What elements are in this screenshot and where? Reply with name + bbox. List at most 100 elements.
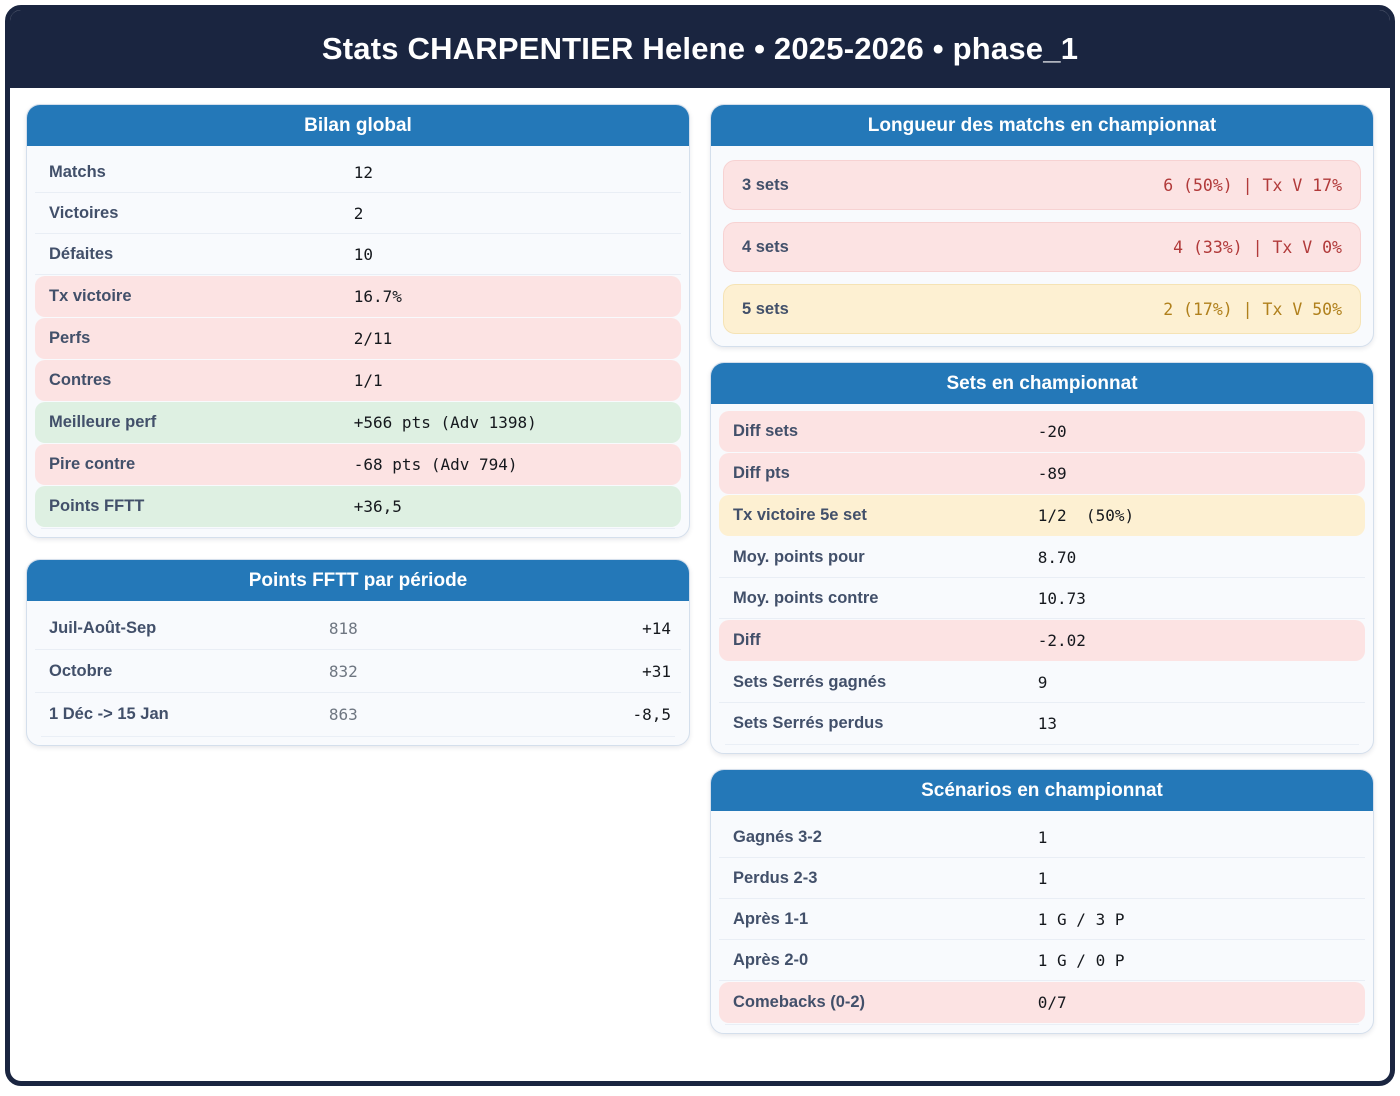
stat-row-moy-points-pour: Moy. points pour 8.70 — [719, 537, 1365, 578]
stat-value: 13 — [1037, 714, 1058, 733]
stat-label: Comebacks (0-2) — [733, 993, 866, 1011]
periode-row-octobre: Octobre 832 +31 — [35, 650, 681, 693]
card-header-periode: Points FFTT par période — [27, 560, 689, 601]
match-length-row-4sets: 4 sets 4 (33%) | Tx V 0% — [723, 222, 1361, 272]
stat-row-diff: Diff -2.02 — [719, 620, 1365, 661]
stat-value: -2.02 — [1037, 631, 1086, 650]
stat-value: 1/2 (50%) — [1037, 506, 1135, 525]
stat-value: 10.73 — [1037, 588, 1086, 608]
match-length-row-5sets: 5 sets 2 (17%) | Tx V 50% — [723, 284, 1361, 334]
stat-row-perfs: Perfs 2/11 — [35, 318, 681, 359]
periode-delta: +14 — [642, 618, 671, 638]
card-points-periode: Points FFTT par période Juil-Août-Sep 81… — [26, 559, 690, 746]
stat-value: 1/1 — [353, 371, 383, 390]
card-title-sets: Sets en championnat — [946, 372, 1138, 394]
periode-points: 832 — [328, 661, 358, 681]
card-header-sets: Sets en championnat — [711, 363, 1373, 404]
periode-label: Juil-Août-Sep — [49, 618, 157, 637]
stat-label: Matchs — [49, 162, 106, 181]
stat-row-sets-serres-gagnes: Sets Serrés gagnés 9 — [719, 662, 1365, 703]
stat-row-sets-serres-perdus: Sets Serrés perdus 13 — [719, 703, 1365, 744]
periode-points: 863 — [328, 705, 358, 724]
match-length-label: 4 sets — [742, 237, 789, 256]
card-title-bilan: Bilan global — [304, 114, 412, 136]
stat-label: Meilleure perf — [49, 413, 157, 431]
stat-value: 10 — [353, 244, 374, 264]
periode-row-juil-aout-sep: Juil-Août-Sep 818 +14 — [35, 607, 681, 650]
card-header-longueur: Longueur des matchs en championnat — [711, 105, 1373, 146]
stat-label: Sets Serrés gagnés — [733, 672, 887, 691]
stat-value: 1 — [1037, 827, 1048, 847]
stat-value: 1 G / 0 P — [1037, 950, 1125, 970]
stat-label: Perdus 2-3 — [733, 868, 818, 887]
stat-row-pire-contre: Pire contre -68 pts (Adv 794) — [35, 444, 681, 485]
right-column: Longueur des matchs en championnat 3 set… — [710, 104, 1374, 1049]
periode-delta: -8,5 — [632, 705, 671, 724]
periode-label: Octobre — [49, 661, 113, 680]
stat-row-contres: Contres 1/1 — [35, 360, 681, 401]
card-header-bilan: Bilan global — [27, 105, 689, 146]
periode-delta: +31 — [642, 661, 671, 681]
stat-label: Perfs — [49, 329, 91, 347]
stat-label: Points FFTT — [49, 497, 145, 515]
stat-label: Pire contre — [49, 455, 136, 473]
stat-label: Gagnés 3-2 — [733, 827, 822, 846]
stat-row-matchs: Matchs 12 — [35, 152, 681, 193]
stat-value: +566 pts (Adv 1398) — [353, 413, 537, 432]
match-length-label: 3 sets — [742, 175, 789, 194]
match-length-value: 2 (17%) | Tx V 50% — [1163, 299, 1342, 319]
periode-row-dec-jan: 1 Déc -> 15 Jan 863 -8,5 — [35, 693, 681, 736]
card-header-scenarios: Scénarios en championnat — [711, 770, 1373, 811]
stat-value: 1 G / 3 P — [1037, 909, 1125, 929]
stat-label: Sets Serrés perdus — [733, 714, 884, 732]
page-title: Stats CHARPENTIER Helene • 2025-2026 • p… — [321, 31, 1079, 66]
stat-label: Moy. points pour — [733, 547, 865, 566]
stat-row-diff-pts: Diff pts -89 — [719, 453, 1365, 494]
left-column: Bilan global Matchs 12 Victoires 2 Défai… — [26, 104, 690, 1049]
page-frame: Stats CHARPENTIER Helene • 2025-2026 • p… — [5, 5, 1395, 1086]
card-title-scenarios: Scénarios en championnat — [921, 779, 1163, 801]
stat-value: +36,5 — [353, 497, 402, 516]
stat-label: Tx victoire 5e set — [733, 506, 867, 524]
match-length-row-3sets: 3 sets 6 (50%) | Tx V 17% — [723, 160, 1361, 210]
stat-value: -89 — [1037, 464, 1067, 483]
stat-row-defaites: Défaites 10 — [35, 234, 681, 275]
stat-label: Victoires — [49, 203, 119, 222]
stat-row-moy-points-contre: Moy. points contre 10.73 — [719, 578, 1365, 619]
stat-row-victoires: Victoires 2 — [35, 193, 681, 234]
stat-label: Contres — [49, 371, 112, 389]
stat-value: -20 — [1037, 422, 1067, 441]
card-bilan-global: Bilan global Matchs 12 Victoires 2 Défai… — [26, 104, 690, 538]
periode-points: 818 — [328, 618, 358, 638]
stat-label: Diff — [733, 631, 761, 649]
stat-value: 0/7 — [1037, 993, 1067, 1012]
stat-label: Tx victoire — [49, 287, 132, 305]
stat-row-comebacks: Comebacks (0-2) 0/7 — [719, 982, 1365, 1023]
app-header: Stats CHARPENTIER Helene • 2025-2026 • p… — [10, 10, 1390, 88]
stat-row-tx-5e-set: Tx victoire 5e set 1/2 (50%) — [719, 495, 1365, 536]
stat-row-gagnes-3-2: Gagnés 3-2 1 — [719, 817, 1365, 858]
card-title-longueur: Longueur des matchs en championnat — [867, 114, 1217, 136]
stat-row-apres-1-1: Après 1-1 1 G / 3 P — [719, 899, 1365, 940]
stat-row-points-fftt: Points FFTT +36,5 — [35, 486, 681, 527]
match-length-label: 5 sets — [742, 299, 789, 318]
card-scenarios-championnat: Scénarios en championnat Gagnés 3-2 1 Pe… — [710, 769, 1374, 1034]
stat-value: -68 pts (Adv 794) — [353, 455, 518, 474]
match-length-value: 6 (50%) | Tx V 17% — [1163, 175, 1342, 195]
card-body-scenarios: Gagnés 3-2 1 Perdus 2-3 1 Après 1-1 1 G … — [711, 811, 1373, 1033]
card-title-periode: Points FFTT par période — [248, 569, 468, 591]
stat-label: Après 2-0 — [733, 950, 809, 969]
stat-value: 12 — [353, 162, 374, 182]
stat-label: Moy. points contre — [733, 588, 879, 607]
content-area: Bilan global Matchs 12 Victoires 2 Défai… — [10, 88, 1390, 1049]
stat-row-diff-sets: Diff sets -20 — [719, 411, 1365, 452]
match-length-value: 4 (33%) | Tx V 0% — [1173, 237, 1342, 257]
card-body-periode: Juil-Août-Sep 818 +14 Octobre 832 +31 1 … — [27, 601, 689, 745]
stat-value: 2 — [353, 203, 364, 223]
stat-label: Défaites — [49, 244, 114, 263]
stat-row-tx-victoire: Tx victoire 16.7% — [35, 276, 681, 317]
card-body-longueur: 3 sets 6 (50%) | Tx V 17% 4 sets 4 (33%)… — [711, 146, 1373, 346]
stat-label: Après 1-1 — [733, 909, 809, 928]
stat-label: Diff sets — [733, 422, 799, 440]
stat-value: 2/11 — [353, 329, 393, 348]
